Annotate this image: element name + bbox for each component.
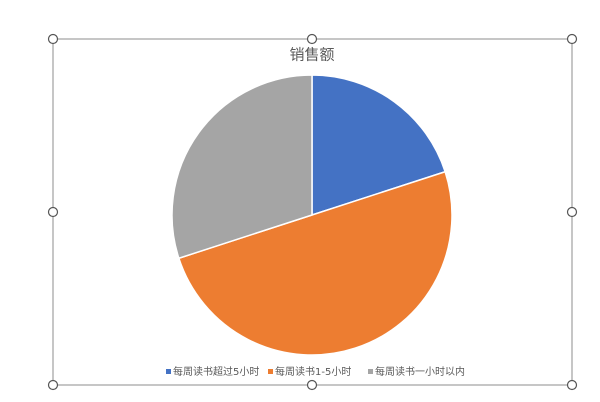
- handle[interactable]: [47, 33, 59, 45]
- handle[interactable]: [566, 33, 578, 45]
- legend-label: 每周读书1-5小时: [275, 365, 351, 378]
- handle[interactable]: [566, 379, 578, 391]
- handle[interactable]: [306, 379, 318, 391]
- selection-handles[interactable]: [47, 33, 578, 391]
- handle[interactable]: [47, 206, 59, 218]
- legend-marker: [268, 369, 273, 374]
- legend-label: 每周读书超过5小时: [173, 365, 259, 378]
- handle[interactable]: [306, 33, 318, 45]
- pie-slice: [311, 74, 447, 217]
- handle[interactable]: [566, 206, 578, 218]
- handle[interactable]: [47, 379, 59, 391]
- legend-marker: [368, 369, 373, 374]
- pie-slice: [171, 74, 313, 260]
- legend-marker: [166, 369, 171, 374]
- chart-title: 销售额: [289, 46, 334, 64]
- legend-label: 每周读书一小时以内: [375, 365, 465, 378]
- pie-slice: [177, 170, 453, 356]
